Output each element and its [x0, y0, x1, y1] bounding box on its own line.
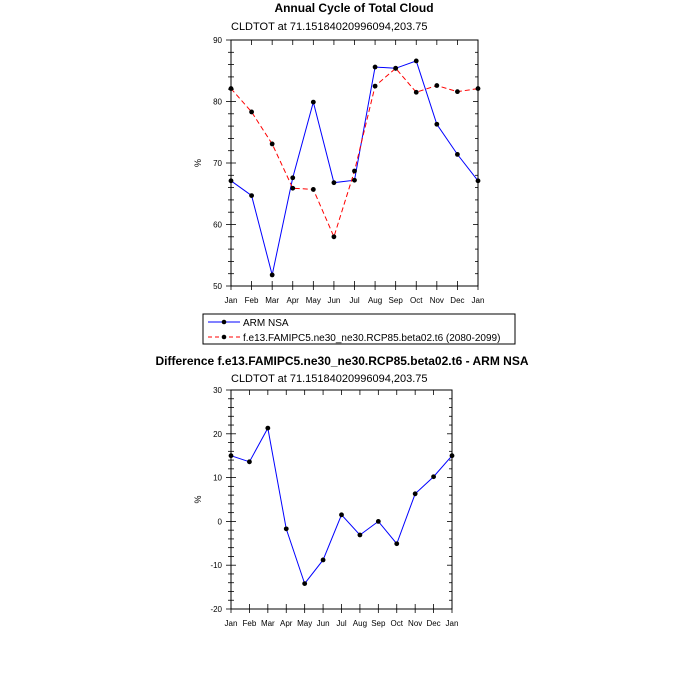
chart2-xtick-label: Jan: [446, 619, 459, 628]
chart1-xtick-label: Mar: [265, 296, 279, 305]
chart2-xtick-label: Aug: [353, 619, 367, 628]
chart2-xtick-label: Jul: [336, 619, 346, 628]
chart1-ylabel: %: [193, 159, 203, 167]
chart1-series-0-point: [228, 178, 234, 184]
chart1-xtick-label: Jan: [225, 296, 238, 305]
chart2-series-0-point: [449, 453, 455, 459]
chart1-series-0-point: [475, 178, 481, 184]
chart1-series-0-point: [249, 193, 254, 198]
chart1-series-1-point: [372, 83, 378, 89]
chart1-series-0-point: [372, 64, 378, 70]
chart2-series-0-point: [394, 541, 400, 547]
chart2-series-0-point: [247, 459, 252, 465]
chart1-series-0-point: [310, 99, 316, 105]
chart1-series-0-point: [434, 121, 440, 127]
chart2-series-0-point: [228, 453, 234, 459]
chart2-series-0-point: [265, 425, 271, 431]
legend-marker-model: [221, 334, 227, 340]
chart1-xtick-label: Feb: [245, 296, 259, 305]
legend-marker-arm: [221, 319, 227, 325]
chart1-series-0-point: [413, 58, 419, 64]
chart1-xtick-label: Jul: [349, 296, 359, 305]
chart1-series-1-point: [249, 109, 254, 115]
chart2-series-0-point: [302, 581, 308, 586]
chart1-xtick-label: Oct: [410, 296, 423, 305]
chart1-subtitle: CLDTOT at 71.15184020996094,203.75: [231, 21, 428, 33]
chart1-xtick-label: Jun: [327, 296, 340, 305]
chart2-xtick-label: Apr: [280, 619, 293, 628]
chart1-xtick-label: Jan: [472, 296, 485, 305]
chart1-ytick-label: 60: [213, 221, 222, 230]
chart1-series-0-point: [331, 180, 337, 186]
chart2-plot: -20 -10 0 10 20 30% Jan Feb Mar Apr May Jun Jul Aug Se…: [193, 386, 458, 628]
chart1-series-0-point: [269, 272, 275, 278]
chart1-series-1-line: [230, 67, 479, 239]
chart1-series-1-point: [228, 86, 234, 91]
chart1-series-0-point: [455, 151, 460, 157]
chart2-xtick-label: Oct: [391, 619, 404, 628]
chart2-xtick-label: Mar: [261, 619, 275, 628]
chart2-series-0-point: [283, 526, 289, 532]
chart1-frame: [230, 39, 479, 287]
chart2-ylabel: %: [193, 495, 203, 503]
chart2-ytick-label: 0: [218, 517, 223, 526]
legend-label-model: f.e13.FAMIPC5.ne30_ne30.RCP85.beta02.t6 …: [243, 333, 500, 344]
chart1-series-1-point: [331, 234, 337, 240]
chart1-legend: ARM NSA f.e13.FAMIPC5.ne30_ne30.RCP85.be…: [202, 313, 516, 345]
legend-box: [202, 313, 516, 345]
chart1-plot: 50 60 70 80 90% Jan Feb Mar Apr May Jun Jul Aug Sep Oc…: [193, 36, 484, 305]
legend-label-arm: ARM NSA: [243, 318, 289, 329]
chart1-xtick-label: Dec: [450, 296, 464, 305]
chart2-xtick-label: Nov: [408, 619, 422, 628]
chart2-series-0-point: [320, 557, 326, 563]
chart2-series-0-point: [375, 519, 381, 524]
chart2-frame: [230, 389, 453, 610]
chart2-ytick-label: 30: [213, 386, 222, 395]
chart1-series-0-point: [352, 177, 357, 183]
chart1-ytick-label: 70: [213, 159, 222, 168]
chart2-series-0-point: [431, 474, 436, 480]
chart2-series-0-point: [412, 491, 418, 497]
chart1-series-1-point: [269, 141, 275, 147]
chart2-subtitle: CLDTOT at 71.15184020996094,203.75: [231, 373, 428, 385]
chart2-series-0-line: [230, 426, 453, 585]
chart1-series-1-point: [310, 187, 316, 192]
chart1-title: Annual Cycle of Total Cloud: [274, 1, 433, 15]
chart2-title: Difference f.e13.FAMIPC5.ne30_ne30.RCP85…: [155, 354, 528, 368]
chart1-series-1-point: [413, 89, 419, 95]
chart2-xtick-label: Sep: [371, 619, 386, 628]
chart2-xtick-label: Jan: [225, 619, 238, 628]
chart2-ytick-label: 20: [213, 430, 222, 439]
chart1-series-1-point: [290, 185, 296, 191]
chart1-ytick-label: 80: [213, 98, 222, 107]
chart2-ytick-label: -10: [210, 561, 222, 570]
chart2-xtick-label: Dec: [426, 619, 440, 628]
chart1-series-1-point: [393, 65, 399, 71]
chart1-xtick-label: Apr: [287, 296, 300, 305]
chart1-xtick-label: Aug: [368, 296, 382, 305]
chart1-ytick-label: 90: [213, 36, 222, 45]
chart1-series-1-point: [455, 89, 460, 95]
chart2-series-0-point: [357, 532, 363, 538]
chart2-xtick-label: Feb: [243, 619, 257, 628]
chart1-ytick-label: 50: [213, 282, 222, 291]
chart1-series-0-line: [230, 60, 479, 276]
chart1-series-1-point: [352, 168, 357, 174]
chart1-xtick-label: May: [306, 296, 321, 305]
chart1-series-1-point: [434, 83, 440, 88]
chart2-xtick-label: May: [297, 619, 312, 628]
chart2-ytick-label: -20: [210, 605, 222, 614]
chart2-series-0-point: [339, 512, 344, 518]
chart1-series-1-point: [475, 86, 481, 91]
chart1-xtick-label: Nov: [430, 296, 444, 305]
chart1-series-0-point: [290, 175, 296, 181]
chart2-ytick-label: 10: [213, 474, 222, 483]
chart2-xtick-label: Jun: [317, 619, 330, 628]
chart1-xtick-label: Sep: [389, 296, 404, 305]
